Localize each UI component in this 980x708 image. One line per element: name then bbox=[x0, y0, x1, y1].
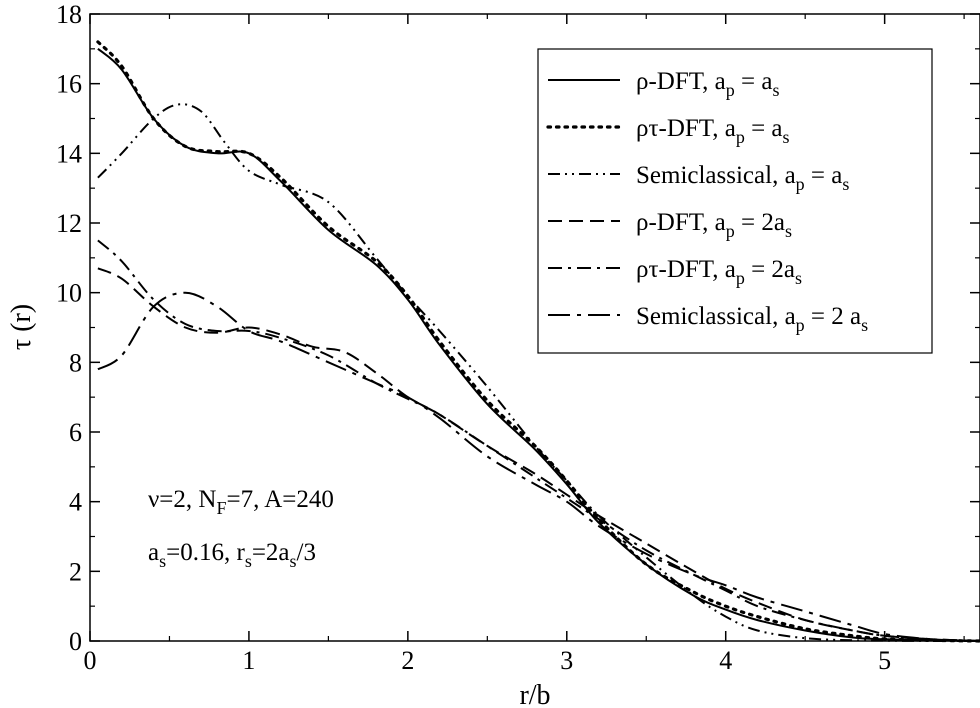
legend-label-part: ρ-DFT, a bbox=[636, 68, 726, 95]
x-tick-label: 2 bbox=[401, 646, 414, 675]
y-tick-label: 0 bbox=[69, 627, 82, 656]
legend-label-part: = a bbox=[735, 68, 773, 95]
annotation-part: /3 bbox=[297, 539, 316, 566]
y-tick-label: 2 bbox=[69, 557, 82, 586]
x-tick-label: 3 bbox=[560, 646, 573, 675]
legend-label-part: ρ-DFT, a bbox=[636, 209, 726, 236]
legend-label-3: Semiclassical, ap = as bbox=[636, 162, 849, 194]
series-line-1 bbox=[97, 48, 980, 642]
legend-label-part: = a bbox=[745, 115, 783, 142]
annotation-part: s bbox=[159, 551, 166, 571]
legend-label-part: p bbox=[736, 127, 745, 147]
legend-label-part: s bbox=[772, 80, 779, 100]
legend-label-part: s bbox=[795, 268, 802, 288]
legend-label-part: ρτ-DFT, a bbox=[636, 115, 736, 142]
series-line-5 bbox=[97, 239, 980, 642]
annotation-part: F bbox=[216, 498, 226, 518]
legend-box bbox=[537, 48, 933, 354]
y-tick-label: 18 bbox=[56, 0, 82, 29]
y-tick-label: 4 bbox=[69, 488, 82, 517]
annotation-part: =0.16, r bbox=[166, 539, 245, 566]
y-tick-label: 14 bbox=[56, 139, 82, 168]
legend-label-part: s bbox=[785, 221, 792, 241]
series-line-3 bbox=[97, 103, 980, 643]
y-tick-label: 6 bbox=[69, 418, 82, 447]
legend-label-part: s bbox=[783, 127, 790, 147]
annotation-1: ν=2, NF=7, A=240 bbox=[148, 486, 334, 518]
legend-label-4: ρ-DFT, ap = 2as bbox=[636, 209, 792, 241]
annotation-part: ν=2, N bbox=[148, 486, 216, 513]
legend-label-6: Semiclassical, ap = 2 as bbox=[636, 303, 868, 335]
annotation-part: s bbox=[290, 551, 297, 571]
x-tick-label: 5 bbox=[878, 646, 891, 675]
legend-label-part: p bbox=[796, 174, 805, 194]
annotation-part: s bbox=[245, 551, 252, 571]
y-tick-label: 8 bbox=[69, 348, 82, 377]
legend-label-part: = 2a bbox=[745, 256, 795, 283]
annotation-2: as=0.16, rs=2as/3 bbox=[148, 539, 316, 571]
series-line-6 bbox=[97, 291, 980, 642]
y-tick-label: 12 bbox=[56, 209, 82, 238]
x-tick-label: 0 bbox=[84, 646, 97, 675]
legend-label-part: p bbox=[796, 315, 805, 335]
legend-label-part: p bbox=[726, 221, 735, 241]
legend-label-part: Semiclassical, a bbox=[636, 303, 796, 330]
annotation-part: =7, A=240 bbox=[226, 486, 333, 513]
series-layer bbox=[96, 40, 980, 643]
legend-label-1: ρ-DFT, ap = as bbox=[636, 68, 780, 100]
x-tick-label: 4 bbox=[719, 646, 732, 675]
x-axis-label: r/b bbox=[519, 680, 550, 708]
legend-label-part: p bbox=[736, 268, 745, 288]
legend-label-part: = 2a bbox=[735, 209, 785, 236]
annotation-part: =2a bbox=[252, 539, 290, 566]
series-line-2 bbox=[96, 40, 980, 643]
legend-label-5: ρτ-DFT, ap = 2as bbox=[636, 256, 802, 288]
y-tick-label: 16 bbox=[56, 70, 82, 99]
legend-label-part: = 2 a bbox=[805, 303, 861, 330]
legend-label-2: ρτ-DFT, ap = as bbox=[636, 115, 790, 147]
y-axis-label: τ (r) bbox=[6, 304, 37, 350]
y-tick-label: 10 bbox=[56, 279, 82, 308]
legend-label-part: s bbox=[842, 174, 849, 194]
legend-label-part: s bbox=[861, 315, 868, 335]
legend-label-part: = a bbox=[805, 162, 843, 189]
legend-label-part: ρτ-DFT, a bbox=[636, 256, 736, 283]
legend-label-part: p bbox=[726, 80, 735, 100]
x-tick-label: 1 bbox=[242, 646, 255, 675]
annotation-part: a bbox=[148, 539, 159, 566]
legend-label-part: Semiclassical, a bbox=[636, 162, 796, 189]
